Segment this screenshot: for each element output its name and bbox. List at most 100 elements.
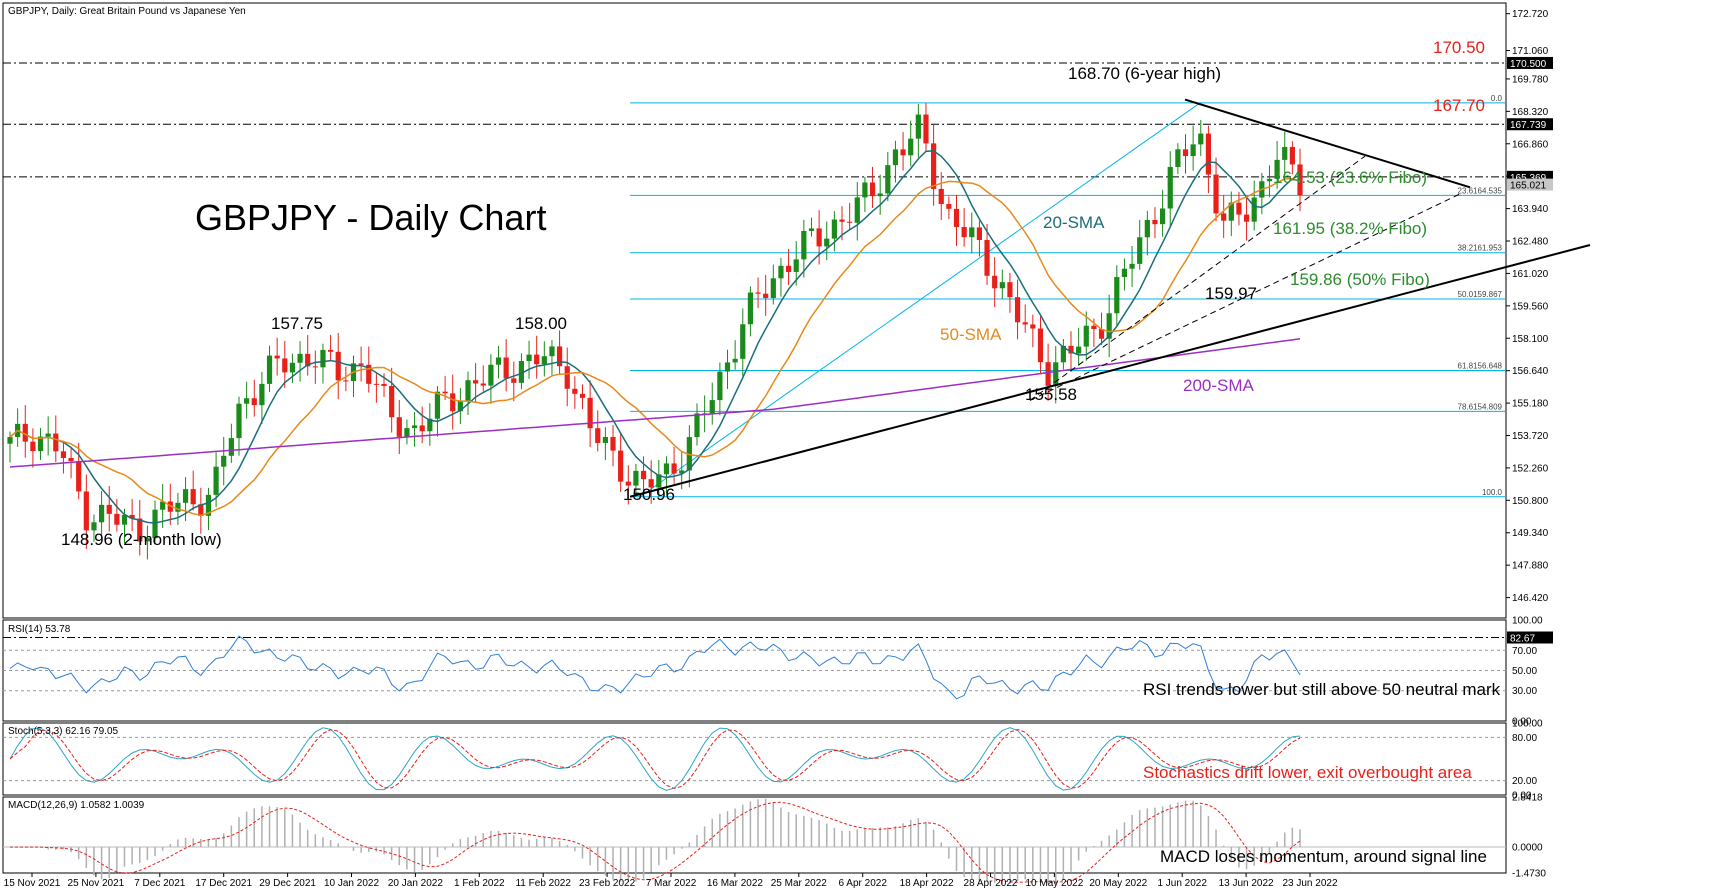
- candle-body: [45, 433, 51, 437]
- stoch-axis-label: 0.00: [1512, 791, 1532, 802]
- candle-body: [335, 351, 341, 381]
- x-axis-label: 23 Feb 2022: [579, 878, 636, 888]
- candle-body: [83, 491, 89, 531]
- candle-body: [1160, 208, 1166, 225]
- candle-body: [724, 362, 731, 372]
- x-axis-label: 15 Nov 2021: [4, 878, 61, 888]
- x-axis-label: 23 Jun 2022: [1282, 878, 1337, 888]
- candle-body: [137, 518, 143, 542]
- price-axis-label: 169.780: [1512, 74, 1549, 85]
- x-axis-label: 10 Jan 2022: [324, 878, 379, 888]
- candle-body: [1213, 174, 1219, 214]
- candle-body: [1144, 219, 1150, 238]
- x-axis-label: 7 Dec 2021: [134, 878, 186, 888]
- price-axis-label: 152.260: [1512, 463, 1549, 474]
- candle-body: [1060, 345, 1066, 363]
- x-axis-label: 20 May 2022: [1089, 878, 1147, 888]
- candle-body: [198, 504, 204, 516]
- candle-body: [442, 391, 448, 394]
- candle-body: [564, 366, 570, 389]
- candle-body: [228, 438, 234, 456]
- macd-axis-label: -1.4730: [1512, 869, 1546, 880]
- candle-body: [76, 461, 82, 492]
- fibo-level-label: 0.0: [1491, 94, 1503, 103]
- rsi-axis-label: 0.00: [1512, 717, 1532, 728]
- price-tag-label: 165.021: [1510, 181, 1547, 192]
- x-axis-label: 29 Dec 2021: [259, 878, 316, 888]
- candle-body: [389, 385, 395, 418]
- candle-body: [747, 292, 754, 325]
- candle-body: [1106, 313, 1112, 339]
- upper-channel-dashed: [1029, 155, 1366, 401]
- candle-body: [1198, 133, 1204, 145]
- price-annotation: 168.70 (6-year high): [1068, 64, 1221, 83]
- candle-body: [251, 398, 257, 406]
- candle-body: [221, 455, 227, 467]
- macd-note: MACD loses momentum, around signal line: [1160, 847, 1487, 866]
- candle-body: [541, 356, 547, 365]
- price-tag-label: 167.739: [1510, 120, 1547, 131]
- candle-body: [450, 393, 456, 412]
- macd-panel-frame: [2, 796, 1507, 874]
- price-axis-label: 159.560: [1512, 301, 1549, 312]
- symbol-text: GBPJPY, Daily: Great Britain Pound vs Ja…: [8, 6, 246, 17]
- rsi-tag-label: 82.67: [1510, 634, 1535, 645]
- stoch-axis-label: 80.00: [1512, 733, 1537, 744]
- fibo-diagonal: [639, 102, 1201, 498]
- sma50-line: [9, 177, 1301, 517]
- candle-body: [1175, 149, 1181, 167]
- candle-body: [534, 354, 540, 365]
- price-tag: [1507, 56, 1553, 69]
- candle-body: [679, 470, 685, 474]
- candle-body: [289, 362, 296, 373]
- x-axis-label: 11 Feb 2022: [515, 878, 571, 888]
- candle-body: [274, 355, 280, 359]
- candle-body: [793, 259, 799, 272]
- candle-body: [1114, 277, 1120, 314]
- candle-body: [1007, 282, 1013, 298]
- candle-body: [854, 197, 860, 223]
- candle-body: [480, 383, 486, 386]
- candle-body: [68, 458, 74, 462]
- candle-body: [411, 425, 418, 429]
- candle-body: [30, 441, 36, 452]
- price-axis-label: 146.420: [1512, 593, 1549, 604]
- candle-body: [22, 423, 28, 442]
- price-annotation: 150.96: [623, 485, 675, 504]
- candle-body: [427, 418, 433, 432]
- candle-body: [381, 383, 387, 386]
- rsi-tag: [1507, 631, 1553, 644]
- candle-body: [312, 366, 318, 368]
- x-axis-label: 25 Mar 2022: [771, 878, 828, 888]
- candle-body: [404, 428, 410, 437]
- candle-body: [106, 504, 112, 514]
- x-axis-label: 25 Nov 2021: [68, 878, 125, 888]
- candle-body: [358, 363, 364, 365]
- price-annotation: 170.50: [1433, 38, 1485, 57]
- candle-body: [839, 219, 845, 222]
- candle-body: [946, 204, 952, 209]
- candle-body: [1228, 202, 1234, 221]
- candle-body: [144, 538, 150, 542]
- candle-body: [121, 514, 128, 525]
- candle-body: [1266, 178, 1273, 182]
- price-axis-label: 171.060: [1512, 46, 1549, 57]
- price-annotation: 161.95 (38.2% Fibo): [1273, 219, 1427, 238]
- price-axis-label: 166.860: [1512, 139, 1549, 150]
- macd-header: MACD(12,26,9) 1.0582 1.0039: [8, 800, 145, 811]
- candle-body: [869, 182, 876, 197]
- candle-body: [862, 182, 868, 198]
- candle-body: [1282, 146, 1288, 160]
- candle-body: [587, 397, 593, 429]
- candle-body: [343, 380, 349, 382]
- candle-body: [1053, 362, 1059, 386]
- fibo-level-label: 61.8156.648: [1458, 361, 1503, 370]
- candle-body: [1297, 164, 1303, 196]
- candle-body: [1037, 328, 1044, 363]
- x-axis-label: 1 Jun 2022: [1157, 878, 1207, 888]
- candle-body: [457, 401, 463, 412]
- candle-body: [556, 346, 563, 367]
- candle-body: [1091, 325, 1097, 330]
- candle-body: [1121, 268, 1128, 278]
- candle-body: [847, 221, 853, 223]
